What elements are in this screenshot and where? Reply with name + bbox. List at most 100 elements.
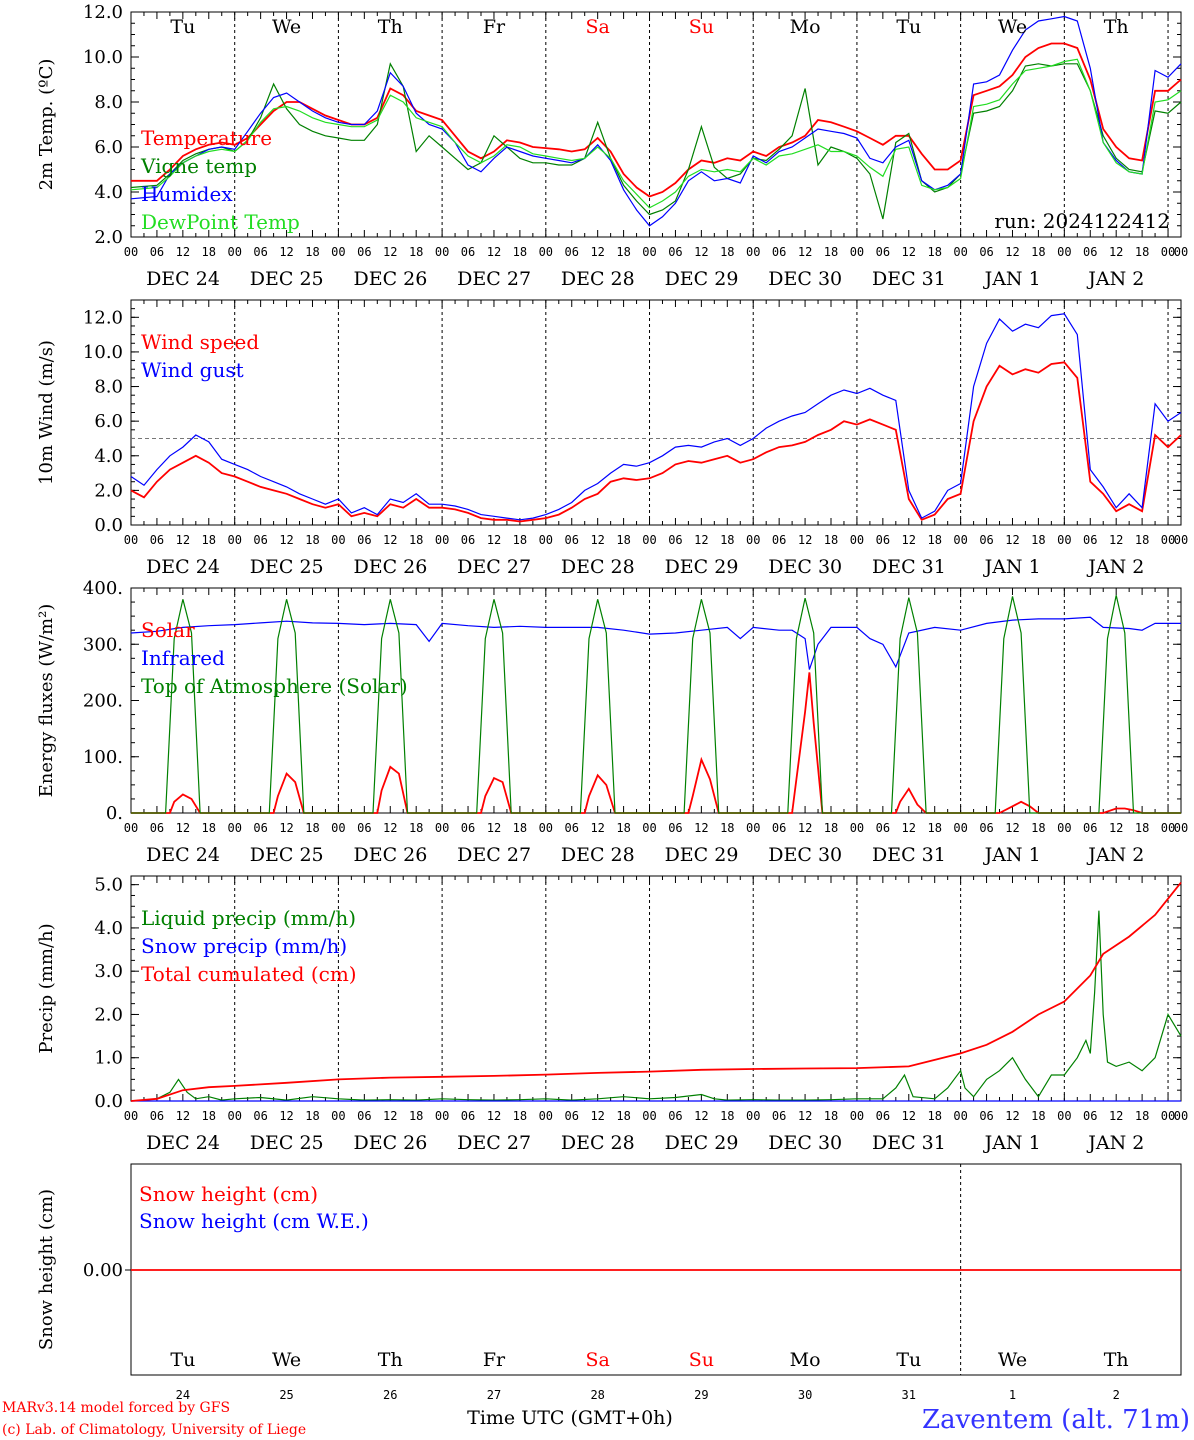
hour-label: 18 bbox=[1135, 533, 1149, 547]
hour-label: 00 bbox=[124, 245, 138, 259]
x-axis-label: Time UTC (GMT+0h) bbox=[467, 1407, 673, 1429]
series-dewpoint-temp bbox=[130, 58, 1182, 209]
y-tick-label: 0. bbox=[106, 803, 123, 824]
legend-item: Total cumulated (cm) bbox=[141, 962, 357, 986]
series-top-of-atmosphere-solar bbox=[131, 595, 1181, 814]
hour-label: 12 bbox=[1005, 533, 1019, 547]
date-label: DEC 25 bbox=[250, 268, 324, 290]
hour-label: 00 bbox=[953, 1109, 967, 1123]
y-tick-label: 1.0 bbox=[94, 1048, 123, 1069]
hour-label: 00 bbox=[1161, 245, 1175, 259]
date-label: JAN 2 bbox=[1086, 268, 1144, 290]
y-tick-label: 12.0 bbox=[83, 307, 123, 328]
date-label: DEC 24 bbox=[146, 1132, 220, 1154]
hour-label: 12 bbox=[590, 245, 604, 259]
panel-3: 0. 100. 200. 300. 400. Energy fluxes (W/m²) So… bbox=[36, 578, 1188, 866]
day-number-label: 25 bbox=[279, 1388, 293, 1402]
day-label: Tu bbox=[170, 1349, 195, 1371]
day-label: We bbox=[272, 1349, 301, 1371]
date-label: DEC 25 bbox=[250, 1132, 324, 1154]
hour-label: 06 bbox=[150, 533, 164, 547]
hour-label: 00 bbox=[124, 533, 138, 547]
hour-label: 12 bbox=[383, 245, 397, 259]
hour-label: 12 bbox=[902, 1109, 916, 1123]
hour-label: 12 bbox=[487, 1109, 501, 1123]
hour-label: 12 bbox=[176, 821, 190, 835]
hour-label: 12 bbox=[902, 533, 916, 547]
day-label: Tu bbox=[896, 1349, 921, 1371]
hour-label: 18 bbox=[720, 245, 734, 259]
y-tick-label: 4.0 bbox=[94, 446, 123, 467]
day-number-label: 29 bbox=[694, 1388, 708, 1402]
hour-label: 06 bbox=[979, 1109, 993, 1123]
y-tick-label: 6.0 bbox=[94, 137, 123, 158]
hour-label: 06 bbox=[979, 245, 993, 259]
date-label: DEC 27 bbox=[457, 844, 531, 866]
y-tick-label: 0.00 bbox=[83, 1260, 123, 1281]
date-label: DEC 30 bbox=[768, 1132, 842, 1154]
hour-label: 00 bbox=[746, 533, 760, 547]
hour-label: 06 bbox=[668, 245, 682, 259]
day-label: Tu bbox=[896, 16, 921, 38]
hour-label: 12 bbox=[383, 1109, 397, 1123]
hour-label: 18 bbox=[720, 1109, 734, 1123]
credit-line-2: (c) Lab. of Climatology, University of L… bbox=[2, 1422, 306, 1438]
day-label: Fr bbox=[483, 1349, 506, 1371]
plot-frame bbox=[130, 11, 1182, 238]
hour-label: 18 bbox=[202, 533, 216, 547]
hour-label: 06 bbox=[1083, 821, 1097, 835]
hour-label: 06 bbox=[150, 821, 164, 835]
hour-label: 06 bbox=[565, 1109, 579, 1123]
hour-label: 00 bbox=[850, 1109, 864, 1123]
hour-label: 06 bbox=[668, 533, 682, 547]
legend-item: DewPoint Temp bbox=[141, 210, 300, 234]
date-label: DEC 28 bbox=[561, 1132, 635, 1154]
date-label: DEC 28 bbox=[561, 844, 635, 866]
hour-label: 06 bbox=[565, 245, 579, 259]
date-label: JAN 2 bbox=[1086, 844, 1144, 866]
day-label: Mo bbox=[790, 1349, 821, 1371]
series-humidex bbox=[130, 15, 1182, 227]
hour-label: 18 bbox=[513, 821, 527, 835]
hour-label: 18 bbox=[616, 821, 630, 835]
hour-label: 18 bbox=[513, 533, 527, 547]
panel-4: 0.0 1.0 2.0 3.0 4.0 5.0 Precip (mm/h) Liquid pr… bbox=[36, 875, 1188, 1154]
hour-label: 12 bbox=[279, 1109, 293, 1123]
hour-label: 12 bbox=[1005, 1109, 1019, 1123]
y-axis-label: Energy fluxes (W/m²) bbox=[36, 604, 57, 798]
y-tick-label: 0.0 bbox=[94, 515, 123, 536]
hour-label: 06 bbox=[357, 533, 371, 547]
hour-label: 12 bbox=[487, 821, 501, 835]
hour-label: 00 bbox=[850, 821, 864, 835]
hour-label: 06 bbox=[1083, 1109, 1097, 1123]
hour-label: 00 bbox=[642, 533, 656, 547]
hour-label: 06 bbox=[772, 533, 786, 547]
day-label: Su bbox=[689, 1349, 714, 1371]
hour-label: 18 bbox=[824, 533, 838, 547]
series-wind-speed bbox=[130, 361, 1182, 523]
legend-item: Infrared bbox=[141, 646, 225, 670]
hour-label: 00 bbox=[746, 1109, 760, 1123]
legend-item: Top of Atmosphere (Solar) bbox=[141, 674, 408, 698]
series-total-cumulated-cm bbox=[130, 881, 1182, 1102]
hour-label: 18 bbox=[1135, 1109, 1149, 1123]
hour-label: 00 bbox=[539, 821, 553, 835]
legend-item: Wind speed bbox=[141, 330, 259, 354]
date-label: DEC 27 bbox=[457, 1132, 531, 1154]
plot-frame bbox=[130, 299, 1182, 526]
y-tick-label: 2.0 bbox=[94, 480, 123, 501]
hour-label: 00 bbox=[1174, 245, 1188, 259]
station-name: Zaventem (alt. 71m) bbox=[922, 1405, 1190, 1435]
hour-label: 18 bbox=[1031, 533, 1045, 547]
date-label: DEC 30 bbox=[768, 844, 842, 866]
hour-label: 12 bbox=[590, 1109, 604, 1123]
hour-label: 00 bbox=[953, 533, 967, 547]
hour-label: 06 bbox=[253, 245, 267, 259]
day-label: Su bbox=[689, 16, 714, 38]
y-tick-label: 4.0 bbox=[94, 918, 123, 939]
hour-label: 06 bbox=[876, 533, 890, 547]
y-axis-label: 10m Wind (m/s) bbox=[36, 340, 57, 485]
hour-label: 18 bbox=[202, 1109, 216, 1123]
hour-label: 00 bbox=[1057, 533, 1071, 547]
date-label: DEC 30 bbox=[768, 268, 842, 290]
